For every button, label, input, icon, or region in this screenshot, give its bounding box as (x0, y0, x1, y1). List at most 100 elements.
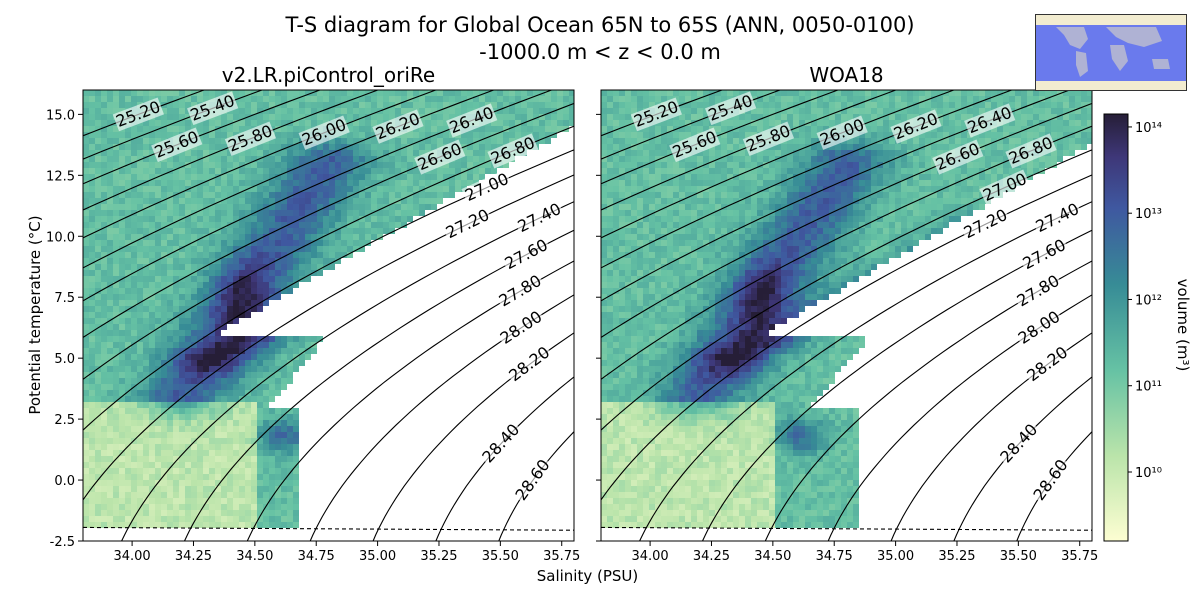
heatmap-cell (233, 222, 239, 228)
heatmap-cell (137, 228, 143, 234)
heatmap-cell (679, 432, 685, 438)
heatmap-cell (215, 402, 221, 408)
heatmap-cell (83, 420, 89, 426)
heatmap-cell (655, 420, 661, 426)
heatmap-cell (619, 168, 625, 174)
heatmap-cell (715, 396, 721, 402)
heatmap-cell (263, 510, 269, 516)
heatmap-cell (691, 414, 697, 420)
heatmap-cell (371, 210, 377, 216)
heatmap-cell (107, 474, 113, 480)
heatmap-cell (149, 318, 155, 324)
heatmap-cell (679, 336, 685, 342)
heatmap-cell (619, 390, 625, 396)
heatmap-cell (335, 96, 341, 102)
heatmap-cell (185, 510, 191, 516)
heatmap-cell (257, 240, 263, 246)
heatmap-cell (155, 240, 161, 246)
heatmap-cell (347, 150, 353, 156)
heatmap-cell (167, 300, 173, 306)
heatmap-cell (149, 330, 155, 336)
heatmap-cell (251, 498, 257, 504)
heatmap-cell (221, 144, 227, 150)
heatmap-cell (143, 156, 149, 162)
heatmap-cell (353, 162, 359, 168)
heatmap-cell (697, 180, 703, 186)
heatmap-cell (185, 480, 191, 486)
heatmap-cell (275, 498, 281, 504)
heatmap-cell (311, 174, 317, 180)
heatmap-cell (293, 420, 299, 426)
heatmap-cell (643, 258, 649, 264)
heatmap-cell (619, 120, 625, 126)
heatmap-cell (281, 348, 287, 354)
heatmap-cell (607, 414, 613, 420)
heatmap-cell (329, 228, 335, 234)
heatmap-cell (245, 336, 251, 342)
heatmap-cell (317, 144, 323, 150)
heatmap-cell (697, 450, 703, 456)
heatmap-cell (155, 186, 161, 192)
heatmap-cell (383, 198, 389, 204)
heatmap-cell (215, 498, 221, 504)
heatmap-cell (649, 264, 655, 270)
heatmap-cell (703, 90, 709, 96)
heatmap-cell (607, 510, 613, 516)
heatmap-cell (685, 522, 691, 528)
heatmap-cell (613, 324, 619, 330)
heatmap-cell (643, 276, 649, 282)
heatmap-cell (131, 390, 137, 396)
heatmap-cell (233, 420, 239, 426)
heatmap-cell (119, 222, 125, 228)
heatmap-cell (137, 210, 143, 216)
heatmap-cell (685, 186, 691, 192)
heatmap-cell (407, 198, 413, 204)
heatmap-cell (209, 462, 215, 468)
heatmap-cell (125, 414, 131, 420)
heatmap-cell (227, 384, 233, 390)
heatmap-cell (137, 234, 143, 240)
heatmap-cell (389, 144, 395, 150)
heatmap-cell (401, 90, 407, 96)
heatmap-cell (245, 162, 251, 168)
heatmap-cell (703, 342, 709, 348)
heatmap-cell (209, 258, 215, 264)
contour-26.20 (83, 90, 494, 269)
heatmap-cell (215, 294, 221, 300)
heatmap-cell (257, 522, 263, 528)
x-tick-label: 35.25 (420, 549, 457, 564)
heatmap-cell (281, 132, 287, 138)
heatmap-cell (607, 498, 613, 504)
heatmap-cell (365, 216, 371, 222)
heatmap-cell (275, 174, 281, 180)
heatmap-cell (113, 474, 119, 480)
heatmap-cell (167, 438, 173, 444)
heatmap-cell (215, 210, 221, 216)
freezing-line (83, 526, 574, 531)
heatmap-cell (137, 180, 143, 186)
heatmap-cell (679, 390, 685, 396)
heatmap-cell (479, 150, 485, 156)
heatmap-cell (467, 90, 473, 96)
heatmap-cell (113, 462, 119, 468)
heatmap-cell (215, 318, 221, 324)
heatmap-cell (613, 216, 619, 222)
heatmap-cell (287, 444, 293, 450)
heatmap-cell (691, 300, 697, 306)
heatmap-cell (125, 438, 131, 444)
heatmap-cell (275, 198, 281, 204)
heatmap-cell (703, 120, 709, 126)
heatmap-cell (209, 288, 215, 294)
heatmap-cell (305, 192, 311, 198)
heatmap-cell (281, 204, 287, 210)
heatmap-cell (305, 156, 311, 162)
heatmap-cell (245, 240, 251, 246)
heatmap-cell (607, 96, 613, 102)
heatmap-cell (203, 402, 209, 408)
heatmap-cell (287, 360, 293, 366)
heatmap-cell (167, 180, 173, 186)
heatmap-cell (655, 396, 661, 402)
heatmap-cell (227, 234, 233, 240)
heatmap-cell (679, 168, 685, 174)
heatmap-cell (221, 384, 227, 390)
